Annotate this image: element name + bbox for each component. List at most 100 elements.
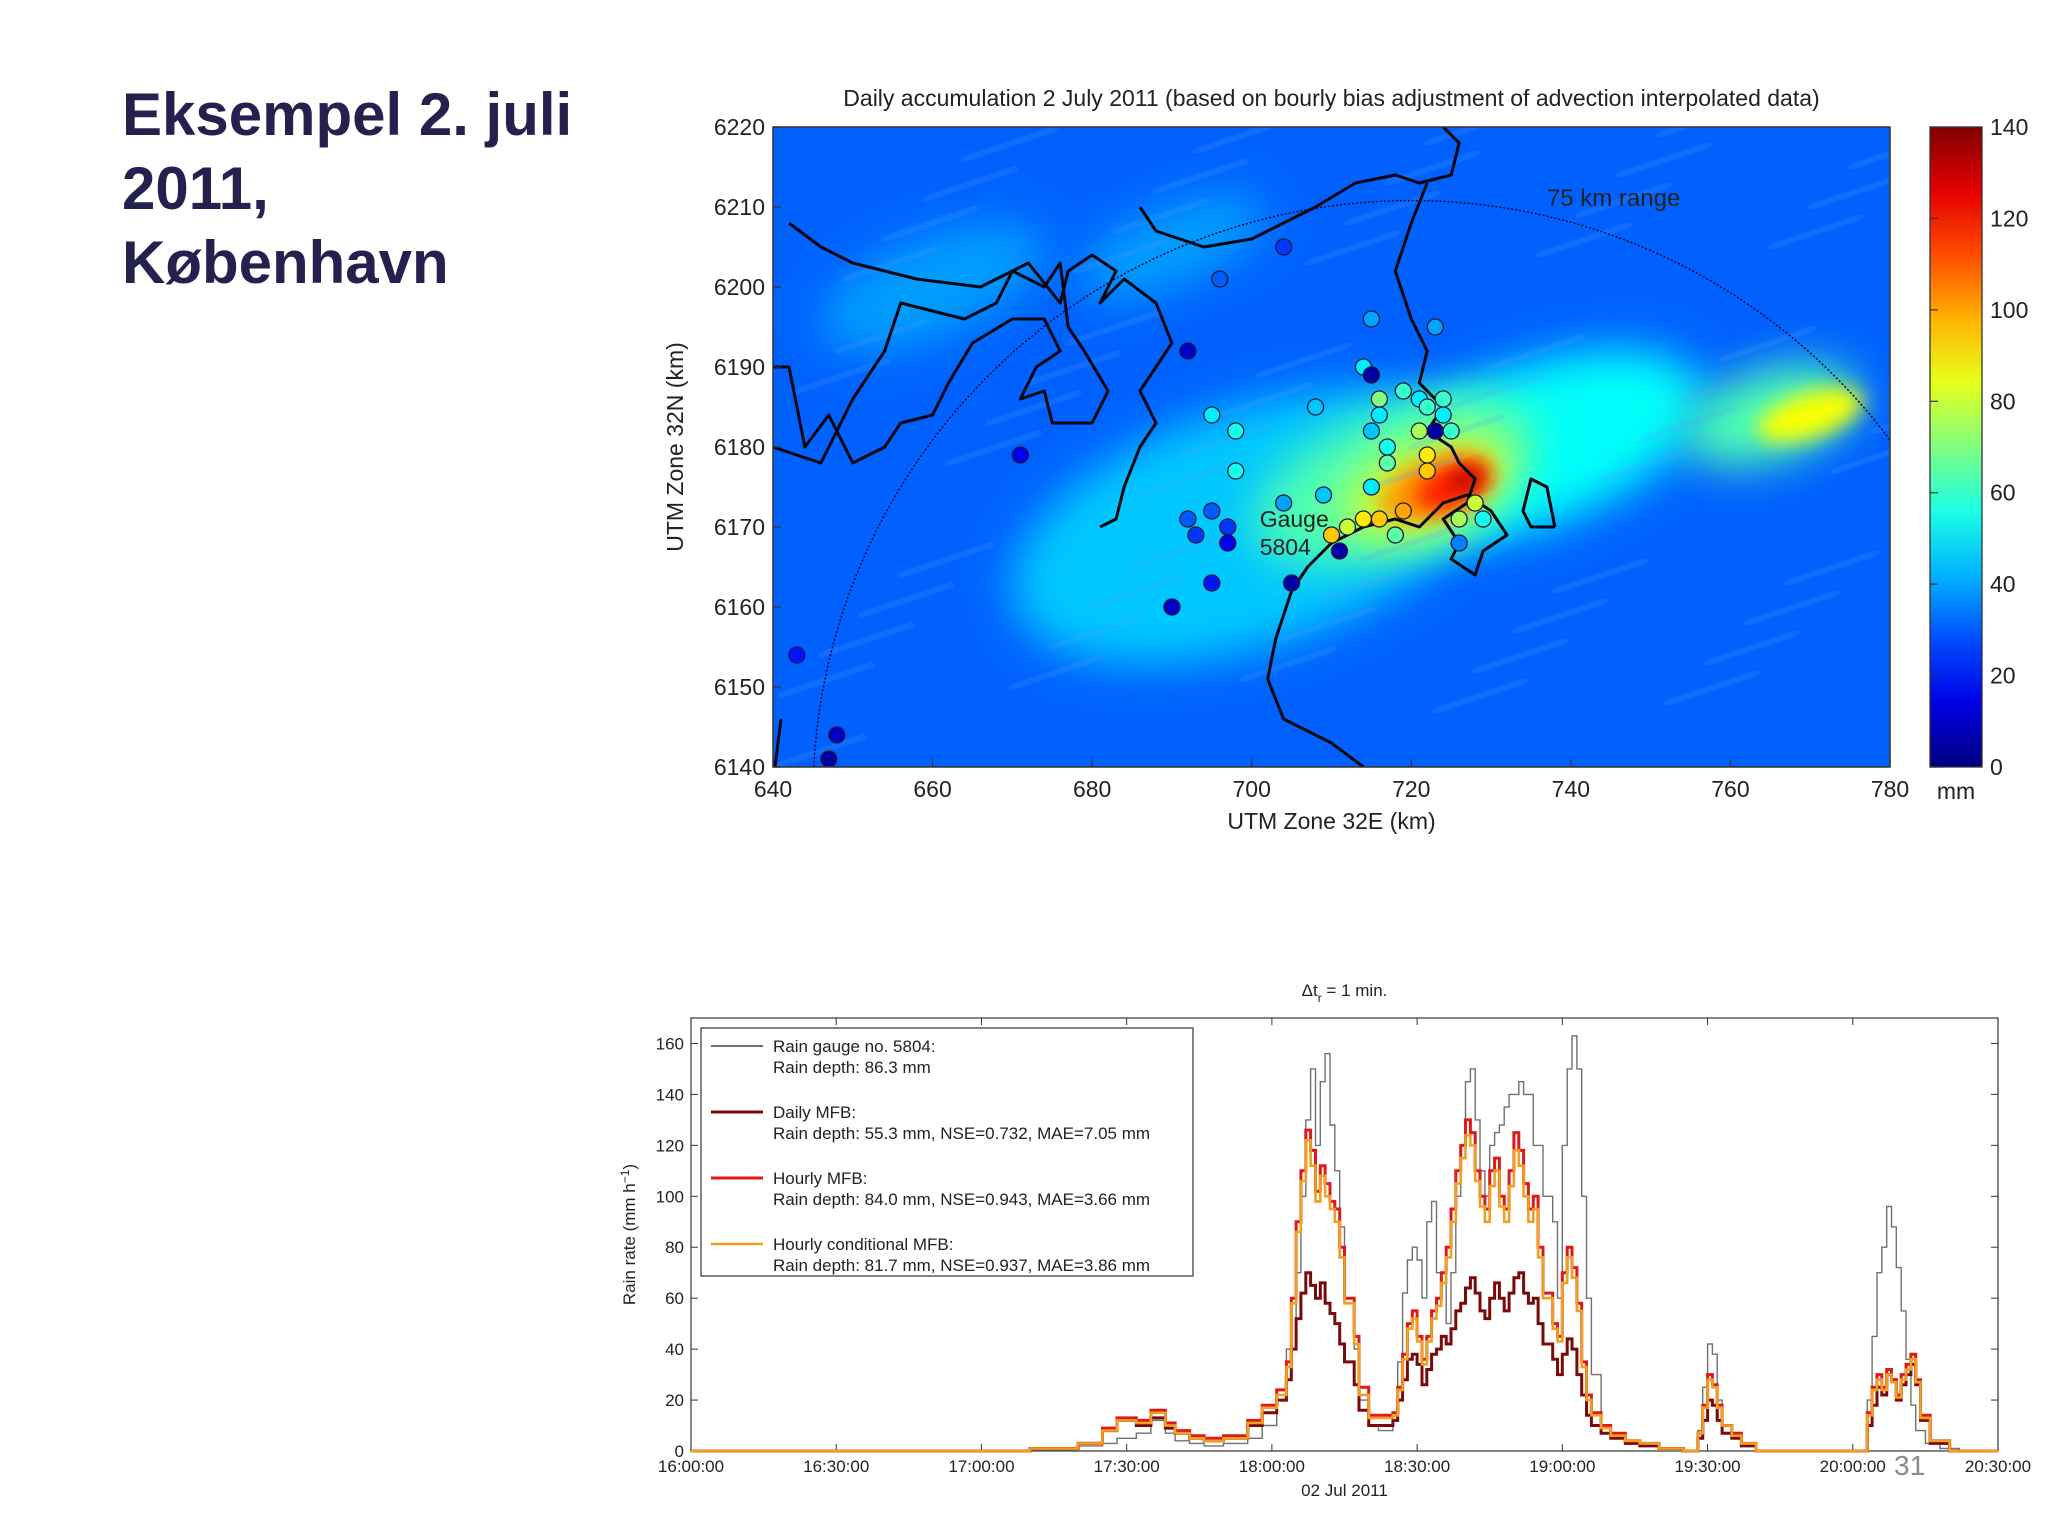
gauge-marker-18 (1282, 574, 1301, 592)
x-tick-label: 18:30:00 (1384, 1457, 1450, 1476)
gauge-marker-38 (1418, 446, 1436, 464)
gauge-marker-43 (1418, 462, 1436, 480)
colorbar-tick-label: 20 (1990, 663, 2016, 689)
gauge-marker-20 (1274, 494, 1293, 512)
coastline-5 (1521, 477, 1557, 529)
gauge-marker-3 (820, 750, 838, 767)
texture-streak (985, 390, 1082, 426)
gauge-marker-42 (1442, 422, 1460, 440)
y-tick-label: 100 (656, 1187, 684, 1206)
x-tick-label: 16:00:00 (658, 1457, 724, 1476)
x-tick-label: 640 (754, 776, 792, 802)
texture-streak (1192, 127, 1278, 154)
rain-x-axis-label: 02 Jul 2011 (1301, 1481, 1388, 1500)
y-tick-label: 6160 (714, 594, 765, 620)
gauge-marker-11 (1179, 510, 1197, 528)
texture-streak (833, 318, 930, 354)
texture-streak (1113, 198, 1210, 234)
gauge-marker-47 (1386, 526, 1404, 544)
x-tick-label: 760 (1711, 776, 1749, 802)
texture-streak (1152, 158, 1249, 194)
x-tick-label: 19:30:00 (1674, 1457, 1740, 1476)
x-tick-label: 17:30:00 (1094, 1457, 1160, 1476)
coastline-1 (773, 261, 1110, 465)
x-tick-label: 780 (1871, 776, 1909, 802)
range-annotation: 75 km range (1547, 185, 1680, 212)
y-tick-label: 120 (656, 1136, 684, 1155)
texture-streak (1871, 422, 1890, 434)
texture-streak (1368, 454, 1465, 490)
slide-title-line-1: Eksempel 2. juli (122, 81, 573, 148)
texture-streak (1743, 590, 1840, 626)
legend-series-name-2: Daily MFB: (773, 1103, 856, 1122)
x-tick-label: 680 (1073, 776, 1111, 802)
gauge-marker-34 (1394, 382, 1412, 400)
texture-streak (1137, 462, 1234, 498)
y-tick-label: 6150 (714, 674, 765, 700)
gauge-marker-21 (1306, 398, 1325, 416)
gauge-marker-14 (1219, 518, 1237, 536)
texture-streak (1719, 326, 1816, 362)
texture-streak (1615, 142, 1712, 178)
colorbar-tick-label: 100 (1990, 297, 2028, 323)
map-title: Daily accumulation 2 July 2011 (based on… (843, 85, 1819, 111)
texture-streak (1320, 566, 1417, 602)
gauge-marker-9 (1227, 422, 1245, 440)
texture-streak (1216, 382, 1313, 418)
texture-streak (1512, 598, 1609, 634)
gauge-marker-31 (1370, 406, 1389, 424)
texture-streak (1129, 534, 1226, 570)
gauge-marker-44 (1394, 502, 1412, 520)
gauge-marker-7 (1274, 238, 1293, 256)
texture-streak (1575, 182, 1672, 218)
x-tick-label: 700 (1233, 776, 1271, 802)
gauge-marker-19 (1330, 542, 1349, 560)
texture-streak (1304, 230, 1401, 266)
texture-streak (1639, 406, 1736, 442)
coastline-3 (1138, 127, 1461, 249)
gauge-marker-32 (1378, 438, 1396, 456)
gauge-marker-24 (1362, 310, 1381, 328)
rain-cell-6 (1757, 388, 1863, 442)
gauge-marker-45 (1370, 510, 1389, 528)
rain-legend (700, 1027, 1194, 1277)
texture-streak (1472, 638, 1569, 674)
y-tick-label: 6210 (714, 194, 765, 220)
gauge-marker-51 (1450, 534, 1468, 552)
series-line-4 (691, 1133, 1998, 1453)
texture-streak (1551, 558, 1648, 594)
gauge-marker-37 (1418, 398, 1436, 416)
y-tick-label: 20 (665, 1391, 684, 1410)
y-tick-label: 140 (656, 1085, 684, 1104)
legend-series-detail-3: Rain depth: 84.0 mm, NSE=0.943, MAE=3.66… (773, 1190, 1150, 1209)
texture-streak (1807, 177, 1890, 210)
texture-streak (857, 582, 954, 618)
radar-accumulation-map: Daily accumulation 2 July 2011 (based on… (662, 85, 2028, 834)
slide-title-line-2: 2011, (122, 155, 269, 222)
texture-streak (1360, 526, 1457, 562)
gauge-marker-13 (1203, 502, 1221, 520)
x-tick-label: 20:00:00 (1820, 1457, 1886, 1476)
gauge-marker-29 (1362, 478, 1381, 496)
x-tick-label: 660 (913, 776, 951, 802)
colorbar-unit-label: mm (1937, 778, 1975, 804)
map-x-axis-label: UTM Zone 32E (km) (1227, 808, 1435, 834)
legend-series-detail-4: Rain depth: 81.7 mm, NSE=0.937, MAE=3.86… (773, 1256, 1150, 1275)
texture-streak (1089, 574, 1186, 610)
map-y-axis-label: UTM Zone 32N (km) (662, 342, 688, 552)
slide-title-line-3: København (122, 229, 449, 296)
texture-streak (1448, 374, 1545, 410)
texture-streak (1256, 342, 1353, 378)
gauge-marker-28 (1362, 422, 1381, 440)
gauge-marker-26 (1314, 486, 1333, 504)
texture-streak (1783, 550, 1880, 586)
y-tick-label: 160 (656, 1034, 684, 1053)
x-tick-label: 18:00:00 (1239, 1457, 1305, 1476)
accumulation-field (773, 127, 1890, 767)
gauge-marker-36 (1410, 422, 1428, 440)
gauge-marker-41 (1434, 406, 1452, 424)
x-tick-label: 16:30:00 (803, 1457, 869, 1476)
gauge-marker-30 (1370, 390, 1389, 408)
gauge-marker-48 (1450, 510, 1468, 528)
gauge-marker-33 (1378, 454, 1396, 472)
